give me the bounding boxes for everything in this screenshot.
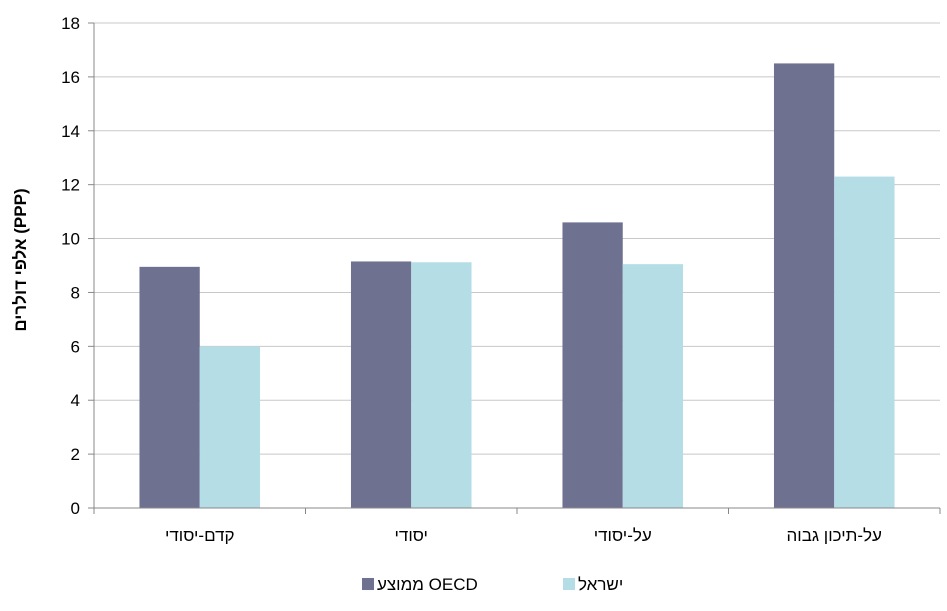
y-tick-label: 14 (61, 122, 80, 141)
x-tick-label: על-יסודי (594, 526, 652, 545)
y-tick-label: 10 (61, 230, 80, 249)
bar-israel (199, 346, 261, 508)
legend-swatch (362, 578, 374, 590)
y-tick-label: 8 (71, 283, 80, 302)
legend: ממוצע OECD ישראל (362, 575, 623, 594)
legend-label: ישראל (578, 575, 623, 594)
y-axis-title: אלפי דולרים (PPP) (11, 188, 30, 331)
legend-swatch (563, 578, 575, 590)
bar-oecd (773, 63, 835, 509)
x-tick-label: על-תיכון גבוה (787, 526, 883, 545)
y-tick-label: 18 (61, 14, 80, 33)
y-tick-label: 0 (71, 499, 80, 518)
bar-oecd (350, 261, 412, 508)
bar-israel (834, 176, 895, 509)
y-tick-label: 16 (61, 68, 80, 87)
y-tick-label: 12 (61, 176, 80, 195)
y-tick-label: 6 (71, 337, 80, 356)
bar-israel (622, 264, 684, 508)
bar-israel (411, 262, 472, 508)
legend-label: ממוצע OECD (377, 575, 478, 594)
bar-oecd (562, 222, 623, 508)
bar-oecd (139, 266, 200, 508)
bars (139, 63, 895, 509)
y-tick-label: 2 (71, 445, 80, 464)
x-tick-label: יסודי (395, 526, 428, 545)
x-tick-label: קדם-יסודי (165, 526, 235, 545)
axes: 0 2 4 6 8 10 12 14 16 18 קדם-יסודי יסודי על-יסודי על-… (61, 14, 941, 545)
y-tick-label: 4 (71, 391, 80, 410)
